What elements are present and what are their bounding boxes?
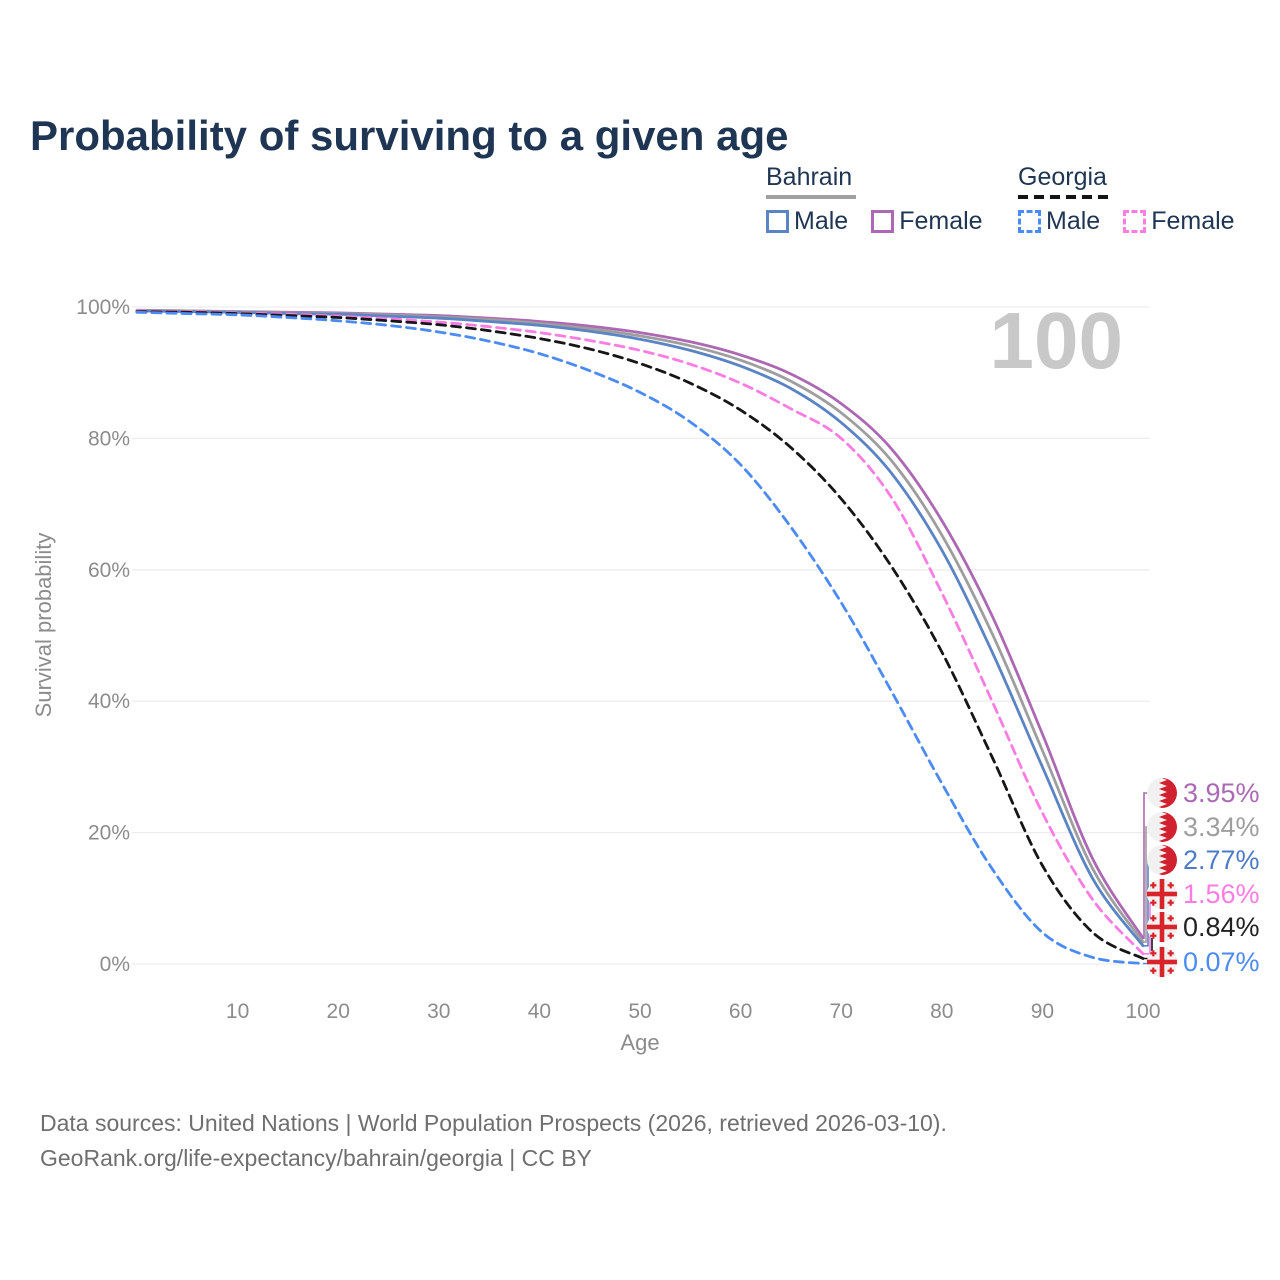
legend-item-bahrain-female: Female bbox=[871, 207, 983, 236]
x-tick-label: 100 bbox=[1125, 1000, 1160, 1023]
bahrain-flag-icon bbox=[1147, 778, 1177, 808]
series-line-bahrain-female bbox=[135, 308, 1145, 940]
legend-item-label: Male bbox=[794, 207, 849, 235]
x-tick-label: 40 bbox=[528, 1000, 551, 1023]
x-tick-label: 10 bbox=[226, 1000, 249, 1023]
legend-underline-dashed bbox=[1018, 195, 1108, 199]
legend-country-label: Georgia bbox=[1018, 163, 1107, 191]
series-line-bahrain-male bbox=[135, 309, 1145, 948]
chart-footer: Data sources: United Nations | World Pop… bbox=[40, 1106, 947, 1176]
end-label-connector bbox=[1143, 826, 1147, 943]
series-line-georgia-male bbox=[135, 310, 1145, 965]
x-tick-label: 60 bbox=[729, 1000, 752, 1023]
legend-swatch-georgia-male bbox=[1018, 210, 1041, 233]
series-line-bahrain-all bbox=[135, 308, 1145, 944]
x-tick-label: 70 bbox=[830, 1000, 853, 1023]
watermark-age-100: 100 bbox=[990, 296, 1123, 385]
y-tick-label: 80% bbox=[88, 427, 130, 450]
legend-swatch-georgia-female bbox=[1123, 210, 1147, 233]
bahrain-flag-icon bbox=[1147, 845, 1177, 875]
x-tick-label: 20 bbox=[327, 1000, 350, 1023]
legend-swatch-bahrain-male bbox=[766, 210, 789, 233]
legend-group-bahrain: Bahrain Male Female bbox=[766, 163, 983, 236]
legend-item-georgia-female: Female bbox=[1123, 207, 1235, 236]
georgia-flag-icon bbox=[1147, 912, 1177, 942]
y-tick-label: 0% bbox=[100, 953, 130, 976]
legend-item-georgia-male: Male bbox=[1018, 207, 1100, 236]
x-tick-label: 80 bbox=[930, 1000, 953, 1023]
end-value-label-bahrain-male: 2.77% bbox=[1183, 845, 1260, 875]
y-tick-label: 100% bbox=[76, 296, 130, 319]
x-tick-label: 30 bbox=[427, 1000, 450, 1023]
end-value-label-georgia-all: 0.84% bbox=[1183, 912, 1260, 942]
legend-underline-solid bbox=[766, 195, 856, 199]
bahrain-flag-icon bbox=[1147, 812, 1177, 842]
attribution-text: GeoRank.org/life-expectancy/bahrain/geor… bbox=[40, 1145, 592, 1171]
end-value-label-bahrain-all: 3.34% bbox=[1183, 812, 1260, 842]
series-line-georgia-all bbox=[135, 310, 1145, 960]
x-tick-label: 50 bbox=[628, 1000, 651, 1023]
georgia-flag-icon bbox=[1147, 947, 1177, 977]
legend-country-label: Bahrain bbox=[766, 163, 853, 191]
end-value-label-bahrain-female: 3.95% bbox=[1183, 778, 1260, 808]
end-value-label-georgia-female: 1.56% bbox=[1183, 879, 1260, 909]
end-label-connector bbox=[1143, 792, 1147, 939]
legend-item-label: Male bbox=[1046, 207, 1101, 235]
data-sources-text: Data sources: United Nations | World Pop… bbox=[40, 1110, 947, 1136]
y-tick-label: 40% bbox=[88, 690, 130, 713]
page-title: Probability of surviving to a given age bbox=[30, 112, 789, 160]
legend-swatch-bahrain-female bbox=[871, 210, 895, 233]
legend-item-label: Female bbox=[899, 207, 983, 235]
y-tick-label: 20% bbox=[88, 822, 130, 845]
legend-item-label: Female bbox=[1151, 207, 1235, 235]
legend: Bahrain Male Female Georgia Male Female bbox=[0, 163, 1280, 243]
legend-item-bahrain-male: Male bbox=[766, 207, 848, 236]
end-value-label-georgia-male: 0.07% bbox=[1183, 947, 1260, 977]
x-tick-label: 90 bbox=[1031, 1000, 1054, 1023]
y-tick-label: 60% bbox=[88, 559, 130, 582]
georgia-flag-icon bbox=[1147, 879, 1177, 909]
legend-group-georgia: Georgia Male Female bbox=[1018, 163, 1235, 236]
x-axis-title: Age bbox=[620, 1030, 659, 1055]
